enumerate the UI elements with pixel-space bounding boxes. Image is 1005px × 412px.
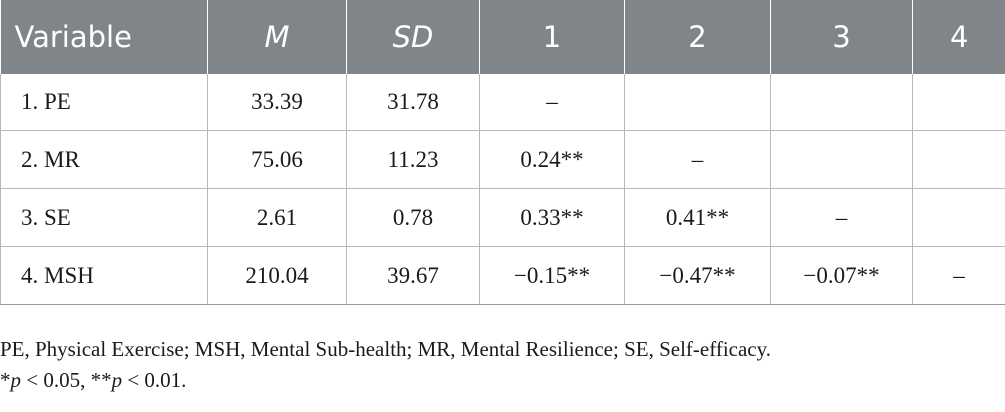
row-corr-3 bbox=[770, 130, 913, 189]
sig-p-symbol: p bbox=[10, 368, 22, 392]
header-col-1: 1 bbox=[479, 0, 625, 74]
table-header-row: Variable M SD 1 2 3 4 bbox=[0, 0, 1005, 74]
row-mean: 75.06 bbox=[207, 130, 347, 189]
table-row: 1. PE 33.39 31.78 – bbox=[0, 74, 1005, 131]
row-corr-2: 0.41** bbox=[624, 188, 771, 247]
row-mean: 33.39 bbox=[207, 74, 347, 131]
table-row: 4. MSH 210.04 39.67 −0.15** −0.47** −0.0… bbox=[0, 246, 1005, 305]
table-row: 2. MR 75.06 11.23 0.24** – bbox=[0, 130, 1005, 189]
row-variable-label: 2. MR bbox=[0, 130, 208, 189]
header-col-3: 3 bbox=[770, 0, 913, 74]
sig-p-symbol: p bbox=[111, 368, 123, 392]
correlation-table: Variable M SD 1 2 3 4 1. PE 33.39 31.78 … bbox=[0, 0, 1005, 305]
header-mean: M bbox=[207, 0, 347, 74]
correlation-table-container: Variable M SD 1 2 3 4 1. PE 33.39 31.78 … bbox=[0, 0, 1005, 305]
header-col-4: 4 bbox=[912, 0, 1005, 74]
row-corr-1: 0.24** bbox=[479, 130, 625, 189]
row-corr-1: −0.15** bbox=[479, 246, 625, 305]
significance-note: *p < 0.05, **p < 0.01. bbox=[0, 365, 771, 396]
row-sd: 11.23 bbox=[346, 130, 480, 189]
row-corr-4: – bbox=[912, 246, 1005, 305]
row-corr-4 bbox=[912, 130, 1005, 189]
row-corr-3: −0.07** bbox=[770, 246, 913, 305]
row-variable-label: 1. PE bbox=[0, 74, 208, 131]
row-corr-1: – bbox=[479, 74, 625, 131]
row-corr-2: −0.47** bbox=[624, 246, 771, 305]
sig-star: * bbox=[0, 368, 11, 392]
row-mean: 2.61 bbox=[207, 188, 347, 247]
row-mean: 210.04 bbox=[207, 246, 347, 305]
sig-threshold-1: < 0.05, ** bbox=[21, 368, 112, 392]
table-row: 3. SE 2.61 0.78 0.33** 0.41** – bbox=[0, 188, 1005, 247]
row-sd: 31.78 bbox=[346, 74, 480, 131]
header-col-2: 2 bbox=[624, 0, 771, 74]
row-corr-2 bbox=[624, 74, 771, 131]
row-variable-label: 3. SE bbox=[0, 188, 208, 247]
sig-threshold-2: < 0.01. bbox=[122, 368, 187, 392]
row-corr-4 bbox=[912, 74, 1005, 131]
header-sd: SD bbox=[346, 0, 480, 74]
row-corr-3: – bbox=[770, 188, 913, 247]
table-notes: PE, Physical Exercise; MSH, Mental Sub-h… bbox=[0, 334, 771, 396]
row-variable-label: 4. MSH bbox=[0, 246, 208, 305]
header-variable: Variable bbox=[0, 0, 208, 74]
row-corr-2: – bbox=[624, 130, 771, 189]
row-sd: 0.78 bbox=[346, 188, 480, 247]
abbreviations-note: PE, Physical Exercise; MSH, Mental Sub-h… bbox=[0, 337, 772, 361]
row-corr-1: 0.33** bbox=[479, 188, 625, 247]
row-corr-3 bbox=[770, 74, 913, 131]
row-corr-4 bbox=[912, 188, 1005, 247]
row-sd: 39.67 bbox=[346, 246, 480, 305]
